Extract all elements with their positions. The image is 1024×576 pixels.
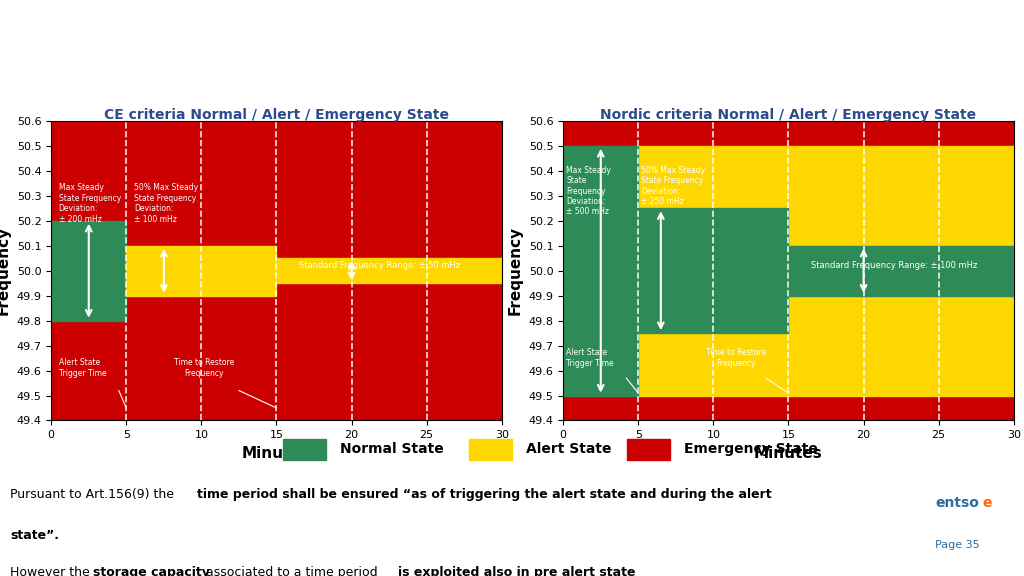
Text: entso: entso — [936, 497, 979, 510]
Text: Time to Restore
Frequency: Time to Restore Frequency — [174, 358, 234, 377]
Text: Nordic criteria Normal / Alert / Emergency State: Nordic criteria Normal / Alert / Emergen… — [600, 108, 977, 122]
Text: Standard Frequency Range: ± 50 mHz: Standard Frequency Range: ± 50 mHz — [299, 262, 460, 270]
Text: Max Steady
State Frequency
Deviation:
± 200 mHz: Max Steady State Frequency Deviation: ± … — [58, 183, 121, 223]
Bar — [126, 246, 276, 295]
Bar — [627, 439, 670, 460]
Text: storage capacity: storage capacity — [93, 566, 210, 576]
Text: Alert State
Trigger Time: Alert State Trigger Time — [566, 348, 613, 367]
Text: Normal State: Normal State — [340, 442, 443, 456]
Text: is exploited also in pre alert state: is exploited also in pre alert state — [397, 566, 635, 576]
Text: 50% Max Steady
State Frequency
Deviation:
± 250 mHz: 50% Max Steady State Frequency Deviation… — [641, 166, 706, 206]
Text: Alert State
Trigger Time: Alert State Trigger Time — [58, 358, 106, 377]
Bar — [638, 146, 1014, 396]
Bar — [469, 439, 512, 460]
Text: time period shall be ensured “as of triggering the alert state and during the al: time period shall be ensured “as of trig… — [198, 488, 772, 501]
Text: However the: However the — [10, 566, 94, 576]
X-axis label: Minutes: Minutes — [754, 446, 823, 461]
Bar — [283, 439, 326, 460]
Text: Page 35: Page 35 — [935, 540, 980, 550]
Text: state”.: state”. — [10, 529, 59, 543]
Text: Standard Frequency Range: ± 100 mHz: Standard Frequency Range: ± 100 mHz — [811, 262, 977, 270]
Text: 50% Max Steady
State Frequency
Deviation:
± 100 mHz: 50% Max Steady State Frequency Deviation… — [134, 183, 198, 223]
Bar — [563, 146, 638, 396]
Y-axis label: Frequency: Frequency — [0, 226, 11, 315]
Text: Max Steady
State
Frequency
Deviation:
± 500 mHz: Max Steady State Frequency Deviation: ± … — [566, 166, 611, 217]
Bar — [788, 246, 1014, 295]
Bar — [638, 209, 788, 333]
Y-axis label: Frequency: Frequency — [508, 226, 523, 315]
Bar — [276, 258, 502, 283]
Text: associated to a time period: associated to a time period — [202, 566, 381, 576]
Bar — [51, 221, 126, 321]
X-axis label: Minutes: Minutes — [242, 446, 311, 461]
Text: Time to Restore
Frequency: Time to Restore Frequency — [706, 348, 766, 367]
Text: Pursuant to Art.156(9) the: Pursuant to Art.156(9) the — [10, 488, 178, 501]
Text: Emergency State: Emergency State — [684, 442, 818, 456]
Text: CBA Methodology Proposal: CBA Methodology Proposal — [20, 36, 402, 60]
Text: Alert State: Alert State — [526, 442, 611, 456]
Text: e: e — [982, 497, 991, 510]
Text: .: . — [606, 566, 610, 576]
Text: CE criteria Normal / Alert / Emergency State: CE criteria Normal / Alert / Emergency S… — [104, 108, 449, 122]
Text: Simulation of energy depletion of LER: Simulation of energy depletion of LER — [20, 78, 389, 97]
